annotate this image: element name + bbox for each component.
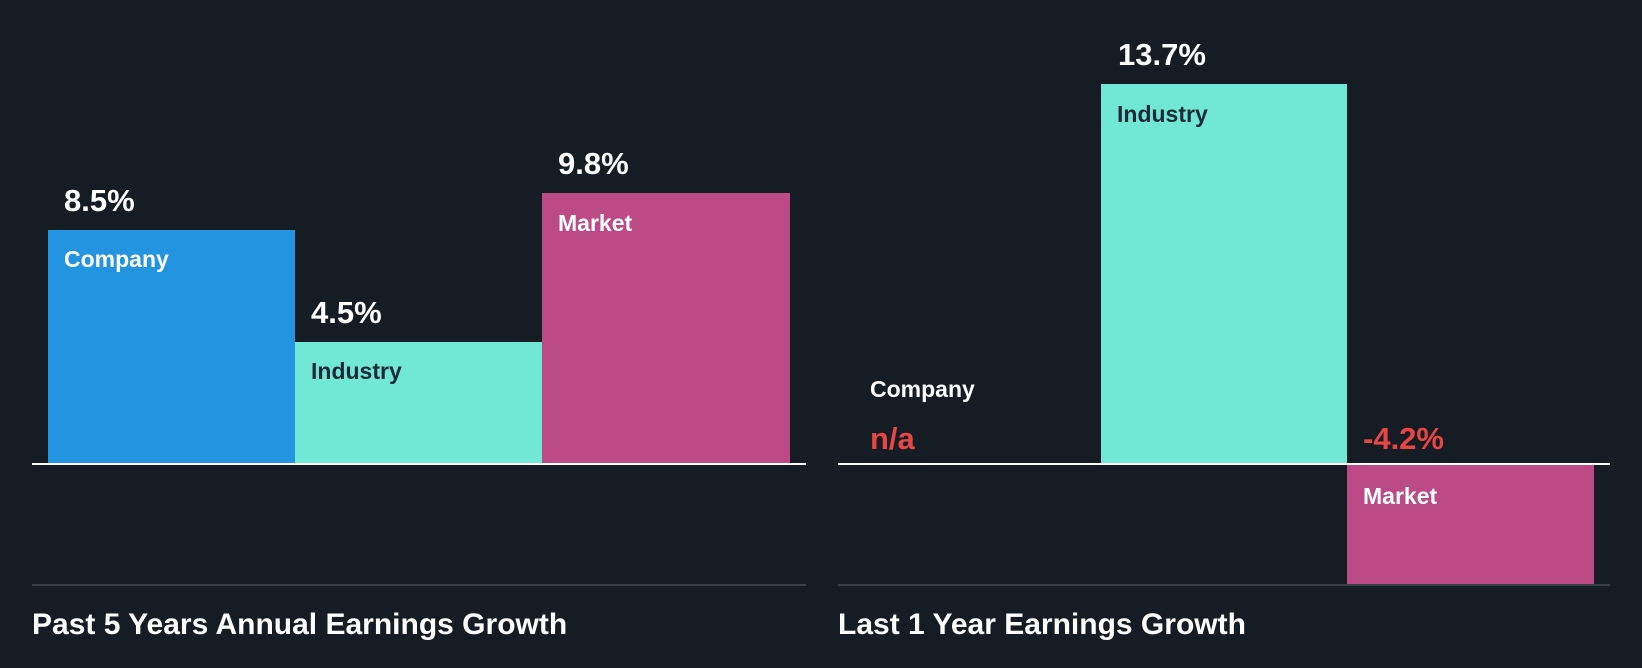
label-company-right: Company xyxy=(870,376,975,402)
label-company: Company xyxy=(64,246,169,272)
bar-industry xyxy=(295,342,542,464)
value-company: 8.5% xyxy=(64,183,135,218)
left-baseline xyxy=(32,463,806,465)
label-market-right: Market xyxy=(1363,483,1438,509)
right-separator xyxy=(838,584,1610,586)
bar-company xyxy=(48,230,295,464)
value-market: 9.8% xyxy=(558,146,629,181)
left-separator xyxy=(32,584,806,586)
value-industry: 4.5% xyxy=(311,295,382,330)
bar-industry-right xyxy=(1101,84,1347,464)
left-chart-title: Past 5 Years Annual Earnings Growth xyxy=(32,608,568,641)
value-market-right: -4.2% xyxy=(1363,421,1444,456)
right-chart-title: Last 1 Year Earnings Growth xyxy=(838,608,1246,641)
bar-market xyxy=(542,193,790,464)
right-baseline xyxy=(838,463,1610,465)
label-industry-right: Industry xyxy=(1117,101,1208,127)
label-market: Market xyxy=(558,210,633,236)
bar-market-right xyxy=(1347,465,1594,584)
value-company-right: n/a xyxy=(870,421,915,456)
label-industry: Industry xyxy=(311,358,402,384)
value-industry-right: 13.7% xyxy=(1118,37,1206,72)
